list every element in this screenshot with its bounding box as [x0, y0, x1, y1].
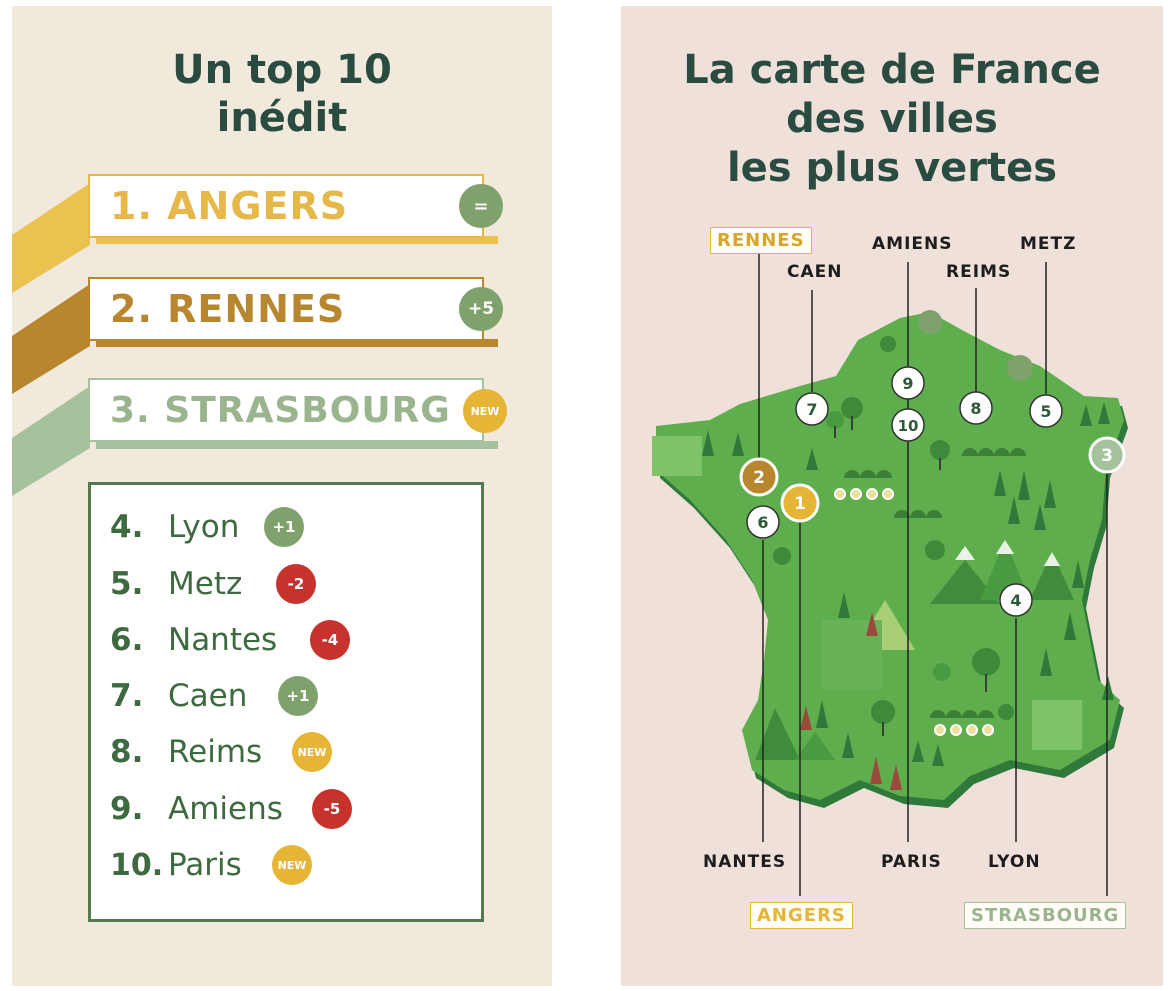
- marker-9: 9: [902, 374, 913, 393]
- label-lyon: LYON: [988, 852, 1041, 872]
- change-badge: NEW: [272, 845, 312, 885]
- hedgerows: [844, 448, 1026, 718]
- marker-3: 3: [1101, 446, 1113, 466]
- france-map: 2 1 3 4 5 6 7 8 9 10: [652, 252, 1128, 896]
- change-badge-3: NEW: [463, 389, 507, 433]
- ribbon-tail-1: [12, 183, 90, 293]
- podium-name-1: ANGERS: [167, 184, 349, 228]
- label-metz: METZ: [1020, 234, 1077, 254]
- list-city: Amiens: [168, 791, 283, 827]
- marker-4: 4: [1010, 591, 1021, 610]
- map-title-line-2: des villes: [786, 96, 998, 142]
- marker-6: 6: [757, 513, 768, 532]
- change-badge: -5: [312, 789, 352, 829]
- list-rank: 4.: [110, 509, 144, 545]
- podium-rank-2: 2.: [110, 287, 153, 331]
- list-rank: 7.: [110, 678, 144, 714]
- change-badge: -4: [310, 620, 350, 660]
- label-strasbourg: STRASBOURG: [964, 902, 1127, 929]
- list-rank: 6.: [110, 622, 144, 658]
- change-badge: -2: [276, 564, 316, 604]
- marker-numbers: 2 1 3 4 5 6 7 8 9 10: [753, 374, 1113, 610]
- ribbon-shadow-1: [96, 236, 498, 244]
- change-badge: +1: [278, 676, 318, 716]
- label-amiens: AMIENS: [872, 234, 953, 254]
- ranking-title: Un top 10 inédit: [12, 46, 552, 142]
- podium-rank-3: 3.: [110, 389, 151, 431]
- marker-5: 5: [1040, 402, 1051, 421]
- podium-item-3: 3. STRASBOURG: [88, 378, 484, 442]
- list-item: 4. Lyon +1: [110, 507, 304, 547]
- list-city: Nantes: [168, 622, 278, 658]
- list-city: Paris: [168, 847, 242, 883]
- list-city: Lyon: [168, 509, 240, 545]
- city-markers: [739, 366, 1126, 617]
- list-rank: 5.: [110, 566, 144, 602]
- label-paris: PARIS: [881, 852, 942, 872]
- mountains: [755, 540, 1074, 760]
- list-item: 6. Nantes -4: [110, 620, 350, 660]
- list-item: 9. Amiens -5: [110, 789, 352, 829]
- list-rank: 9.: [110, 791, 144, 827]
- list-item: 7. Caen +1: [110, 676, 318, 716]
- map-title-line-1: La carte de France: [683, 47, 1101, 93]
- ribbon-shadow-3: [96, 441, 498, 449]
- list-item: 10. Paris NEW: [110, 845, 312, 885]
- label-caen: CAEN: [787, 262, 843, 282]
- marker-2: 2: [753, 468, 765, 488]
- list-rank: 10.: [110, 847, 164, 883]
- change-badge-1: =: [459, 184, 503, 228]
- marker-1: 1: [794, 494, 806, 514]
- change-badge: NEW: [292, 732, 332, 772]
- map-title: La carte de France des villes les plus v…: [621, 46, 1163, 193]
- list-rank: 8.: [110, 734, 144, 770]
- label-angers: ANGERS: [750, 902, 853, 929]
- leader-lines: [758, 252, 1108, 896]
- list-city: Metz: [168, 566, 243, 602]
- marker-10: 10: [898, 417, 919, 435]
- label-reims: REIMS: [946, 262, 1012, 282]
- ribbon-tail-3: [12, 386, 90, 496]
- marker-7: 7: [806, 400, 817, 419]
- label-rennes: RENNES: [710, 227, 812, 254]
- podium-item-2: 2. RENNES: [88, 277, 484, 341]
- change-badge: +1: [264, 507, 304, 547]
- marker-8: 8: [970, 399, 981, 418]
- list-city: Caen: [168, 678, 248, 714]
- podium-item-1: 1. ANGERS: [88, 174, 484, 238]
- label-nantes: NANTES: [703, 852, 787, 872]
- list-item: 5. Metz -2: [110, 564, 316, 604]
- map-title-line-3: les plus vertes: [726, 145, 1058, 191]
- podium-rank-1: 1.: [110, 184, 153, 228]
- list-item: 8. Reims NEW: [110, 732, 332, 772]
- trees: [702, 310, 1114, 790]
- list-city: Reims: [168, 734, 263, 770]
- podium-name-3: STRASBOURG: [164, 389, 451, 431]
- change-badge-2: +5: [459, 287, 503, 331]
- ribbon-tail-2: [12, 284, 90, 394]
- flower-rows: [834, 488, 994, 736]
- podium-name-2: RENNES: [167, 287, 346, 331]
- ribbon-shadow-2: [96, 339, 498, 347]
- title-line-2: inédit: [216, 95, 348, 141]
- title-line-1: Un top 10: [172, 47, 392, 93]
